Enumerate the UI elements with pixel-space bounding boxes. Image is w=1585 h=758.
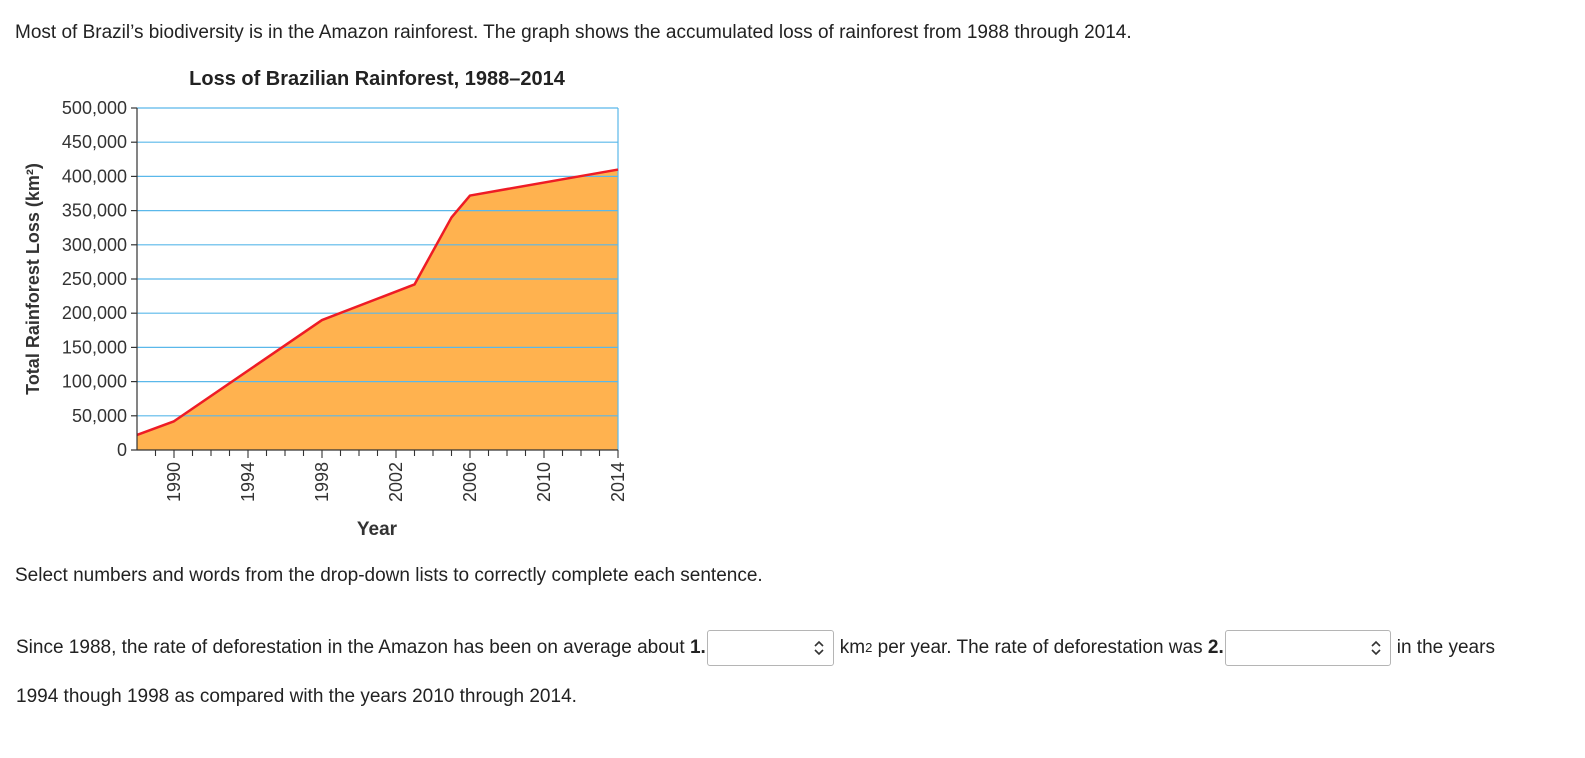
y-tick-label: 350,000 xyxy=(62,201,127,221)
y-tick-label: 450,000 xyxy=(62,132,127,152)
y-tick-label: 300,000 xyxy=(62,235,127,255)
blank2-number: 2. xyxy=(1207,637,1224,658)
x-tick-label: 1998 xyxy=(312,462,332,502)
chevron-up-down-icon xyxy=(814,640,824,656)
comparison-dropdown[interactable] xyxy=(1224,630,1391,666)
rate-dropdown[interactable] xyxy=(706,630,834,666)
chevron-up-down-icon xyxy=(1371,640,1381,656)
y-tick-label: 100,000 xyxy=(62,372,127,392)
unit-base: km xyxy=(839,637,866,658)
instruction-text: Select numbers and words from the drop-d… xyxy=(15,565,763,586)
x-tick-label: 2010 xyxy=(534,462,554,502)
y-tick-label: 250,000 xyxy=(62,269,127,289)
x-axis-label: Year xyxy=(357,519,398,540)
question-line-2: 1994 though 1998 as compared with the ye… xyxy=(16,686,577,707)
y-tick-label: 150,000 xyxy=(62,337,127,357)
blank1-number: 1. xyxy=(689,637,706,658)
question-part2: per year. The rate of deforestation was xyxy=(872,637,1203,658)
y-axis-label: Total Rainforest Loss (km²) xyxy=(23,163,43,395)
y-tick-label: 400,000 xyxy=(62,166,127,186)
question-part3: in the years xyxy=(1396,637,1495,658)
x-tick-label: 2014 xyxy=(608,462,628,502)
x-tick-label: 1994 xyxy=(238,462,258,502)
intro-text: Most of Brazil’s biodiversity is in the … xyxy=(15,22,1132,43)
x-tick-label: 1990 xyxy=(164,462,184,502)
question-part1: Since 1988, the rate of deforestation in… xyxy=(16,637,685,658)
series-line xyxy=(136,168,619,437)
y-tick-label: 200,000 xyxy=(62,303,127,323)
question-line-1: Since 1988, the rate of deforestation in… xyxy=(16,628,1495,668)
y-tick-label: 500,000 xyxy=(62,98,127,118)
chart-title: Loss of Brazilian Rainforest, 1988–2014 xyxy=(189,68,566,90)
y-tick-label: 50,000 xyxy=(72,406,127,426)
x-tick-label: 2006 xyxy=(460,462,480,502)
x-tick-label: 2002 xyxy=(386,462,406,502)
rainforest-loss-chart: Loss of Brazilian Rainforest, 1988–2014 0… xyxy=(23,68,628,540)
y-tick-label: 0 xyxy=(117,440,127,460)
area-fill xyxy=(137,169,618,450)
